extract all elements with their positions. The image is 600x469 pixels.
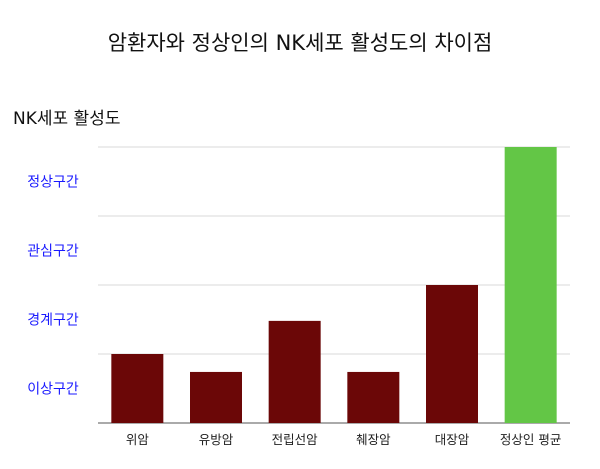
bar — [347, 371, 400, 423]
bar — [426, 285, 478, 423]
x-tick-label: 정상인 평균 — [500, 432, 561, 447]
y-axis-label: NK세포 활성도 — [13, 109, 121, 129]
y-band-labels: 이상구간 경계구간 관심구간 정상구간 — [27, 175, 79, 398]
bar — [190, 371, 242, 423]
gridlines — [98, 146, 570, 424]
x-tick-label: 전립선암 — [272, 432, 319, 447]
y-band-label: 이상구간 — [27, 382, 79, 398]
bar — [111, 354, 164, 423]
y-band-label: 경계구간 — [27, 313, 79, 329]
x-tick-labels: 위암 유방암 전립선암 췌장암 대장암 정상인 평균 — [126, 432, 562, 447]
y-band-label: 정상구간 — [27, 175, 79, 191]
y-band-label: 관심구간 — [27, 244, 79, 260]
chart-title: 암환자와 정상인의 NK세포 활성도의 차이점 — [107, 31, 493, 55]
x-tick-label: 췌장암 — [356, 432, 391, 447]
bars — [111, 147, 557, 423]
bar — [504, 147, 557, 423]
x-tick-label: 대장암 — [435, 432, 470, 447]
bar — [268, 320, 321, 423]
x-tick-label: 위암 — [126, 432, 150, 447]
x-tick-label: 유방암 — [199, 432, 234, 447]
